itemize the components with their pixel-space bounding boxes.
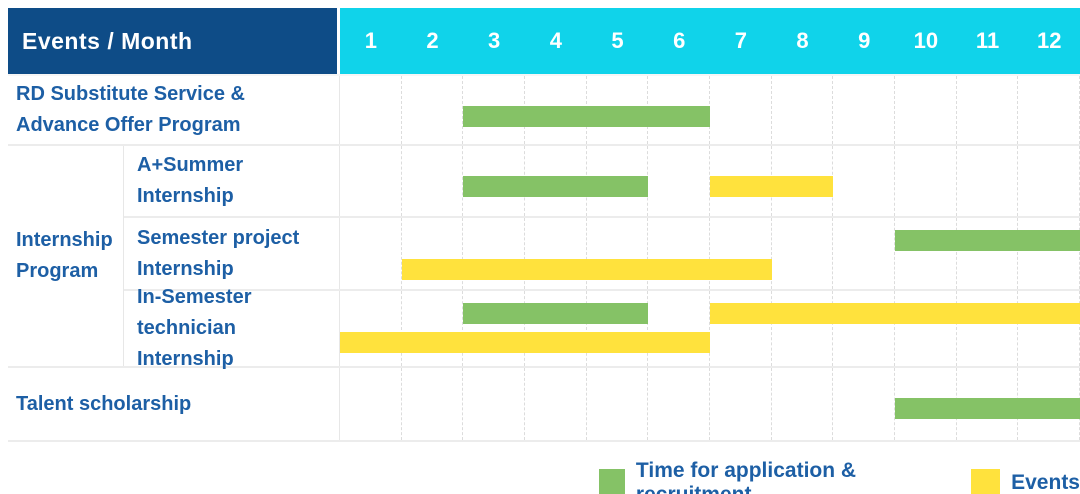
grid-cell <box>833 76 896 144</box>
event-bar <box>710 303 1080 324</box>
month-header-3: 3 <box>488 28 501 53</box>
grid-cell <box>957 218 1019 289</box>
grid-cell <box>1018 218 1080 289</box>
row-label-talent-scholarship: Talent scholarship <box>8 368 340 440</box>
grid-cell <box>895 218 957 289</box>
legend-item-application: Time for application & recruitment <box>599 459 941 494</box>
grid-cell <box>895 291 957 366</box>
month-header-9: 9 <box>858 28 871 53</box>
grid-cell <box>402 291 464 366</box>
grid-cell <box>463 368 526 440</box>
timeline-track <box>340 76 1080 144</box>
timeline-track <box>340 291 1080 366</box>
internship-program-group: Internship Program A+Summer Internship S… <box>8 146 1080 370</box>
grid-cell <box>463 291 526 366</box>
green-swatch-icon <box>599 468 625 494</box>
timeline-track <box>340 368 1080 440</box>
application-bar <box>895 230 1080 251</box>
table-row: In-Semester technician Internship <box>124 286 1080 370</box>
application-bar <box>895 398 1080 419</box>
table-row: A+Summer Internship <box>124 146 1080 218</box>
timeline-track <box>340 146 1080 216</box>
grid-cell <box>710 368 772 440</box>
application-bar <box>463 176 649 197</box>
legend-label-application: Time for application & recruitment <box>635 459 857 494</box>
grid-cell <box>587 291 649 366</box>
grid-cell <box>957 76 1019 144</box>
table-row: Talent scholarship <box>8 368 1080 440</box>
grid-cell <box>525 218 587 289</box>
table-row: Semester project Internship <box>124 218 1080 291</box>
month-header-11: 11 <box>975 28 1000 53</box>
grid-cell <box>340 291 402 366</box>
grid-cell <box>957 291 1019 366</box>
grid-cell <box>340 218 402 289</box>
application-bar <box>463 303 649 324</box>
grid-cell <box>402 368 464 440</box>
grid-cell <box>1018 146 1080 216</box>
month-header-12: 12 <box>1036 28 1062 53</box>
timeline-track <box>340 218 1080 289</box>
grid-cell <box>402 218 464 289</box>
grid-cell <box>833 146 896 216</box>
grid-cell <box>710 291 772 366</box>
grid-cell <box>587 368 649 440</box>
row-label-rd-substitute: RD Substitute Service & Advance Offer Pr… <box>8 76 340 144</box>
event-bar <box>401 259 772 280</box>
grid-cell <box>525 291 587 366</box>
grid-cell <box>710 76 772 144</box>
grid-cell <box>772 368 834 440</box>
grid-cell <box>957 146 1019 216</box>
month-header-10: 10 <box>913 28 939 53</box>
yellow-swatch-icon <box>971 468 1001 494</box>
grid-cell <box>340 146 402 216</box>
table-body: RD Substitute Service & Advance Offer Pr… <box>8 74 1080 442</box>
grid-cell <box>402 76 464 144</box>
legend-item-events: Events <box>971 468 1080 494</box>
grid-cell <box>648 146 711 216</box>
event-bar <box>340 332 710 353</box>
grid-cell <box>833 291 896 366</box>
table-row: RD Substitute Service & Advance Offer Pr… <box>8 74 1080 146</box>
month-header-5: 5 <box>611 28 624 53</box>
grid-cell <box>772 291 834 366</box>
row-label-semester-project-internship: Semester project Internship <box>124 218 340 289</box>
grid-cell <box>402 146 464 216</box>
grid-cell <box>648 291 711 366</box>
grid-cell <box>340 368 402 440</box>
schedule-table: Events / Month 1 2 3 4 5 6 7 8 9 10 11 12 RD Substi… <box>8 8 1080 442</box>
month-header-8: 8 <box>796 28 809 53</box>
grid-cell <box>895 146 957 216</box>
grid-cell <box>833 218 896 289</box>
application-bar <box>463 106 710 127</box>
grid-cell <box>833 368 896 440</box>
grid-cell <box>648 368 711 440</box>
event-bar <box>710 176 834 197</box>
grid-cell <box>772 218 834 289</box>
grid-cell <box>1018 76 1080 144</box>
row-label-a-summer-internship: A+Summer Internship <box>124 146 340 216</box>
row-label-in-semester-technician-internship: In-Semester technician Internship <box>124 286 340 370</box>
month-header-2: 2 <box>426 28 439 53</box>
grid-cell <box>895 76 957 144</box>
month-header-1: 1 <box>364 28 377 53</box>
grid-cell <box>587 218 649 289</box>
grid-cell <box>463 218 526 289</box>
grid-cell <box>340 76 402 144</box>
month-header-4: 4 <box>549 28 562 53</box>
legend-label-events: Events <box>1011 471 1080 494</box>
month-header-6: 6 <box>673 28 686 53</box>
grid-cell <box>648 218 711 289</box>
table-header-row: Events / Month 1 2 3 4 5 6 7 8 9 10 11 12 <box>8 8 1080 74</box>
grid-cell <box>525 368 587 440</box>
legend: Time for application & recruitment Event… <box>599 459 1080 494</box>
header-corner-cell: Events / Month <box>8 8 340 74</box>
group-label-internship-program: Internship Program <box>8 146 124 366</box>
month-header-7: 7 <box>734 28 747 53</box>
grid-cell <box>772 76 834 144</box>
month-header-cells: 1 2 3 4 5 6 7 8 9 10 11 12 <box>340 8 1080 74</box>
group-subrows: A+Summer Internship Semester project Int… <box>124 146 1080 370</box>
grid-cell <box>710 218 772 289</box>
